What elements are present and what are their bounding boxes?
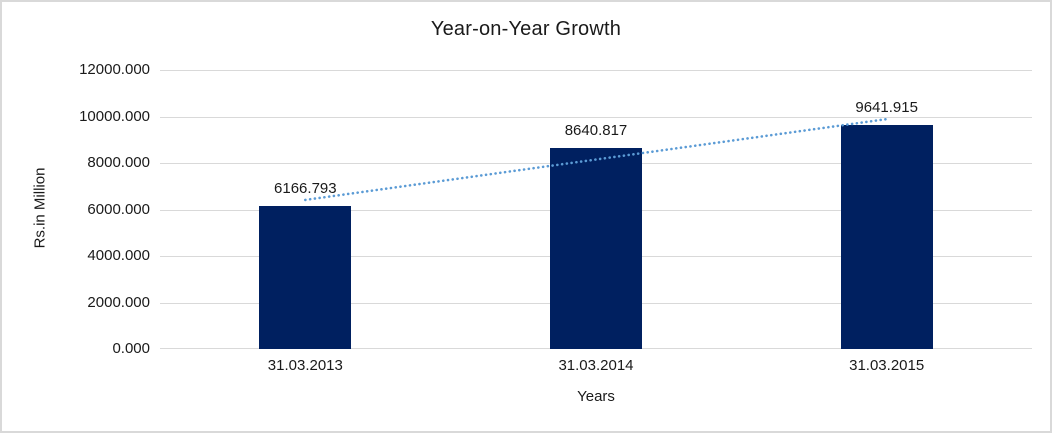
chart-title: Year-on-Year Growth bbox=[430, 18, 622, 40]
category-label: 31.03.2013 bbox=[267, 357, 343, 374]
category-label: 31.03.2014 bbox=[558, 357, 634, 374]
plot-area bbox=[160, 70, 1032, 349]
data-label: 9641.915 bbox=[855, 98, 918, 116]
y-tick-label: 10000.000 bbox=[79, 107, 150, 125]
y-tick-label: 4000.000 bbox=[87, 247, 150, 264]
bar bbox=[550, 148, 642, 349]
y-tick-label: 2000.000 bbox=[87, 293, 150, 311]
bar bbox=[259, 205, 352, 349]
data-label: 8640.817 bbox=[564, 122, 628, 140]
category-label: 31.03.2015 bbox=[849, 357, 925, 374]
bar bbox=[840, 124, 933, 349]
gridline bbox=[160, 116, 1032, 118]
y-tick-label: 12000.000 bbox=[79, 61, 150, 78]
gridline bbox=[160, 70, 1032, 71]
y-tick-label: 8000.000 bbox=[87, 154, 150, 171]
data-label: 6166.793 bbox=[274, 179, 337, 197]
y-tick-label: 6000.000 bbox=[87, 200, 150, 218]
x-axis-title: Years bbox=[577, 388, 615, 405]
y-tick-label: 0.000 bbox=[112, 340, 150, 357]
